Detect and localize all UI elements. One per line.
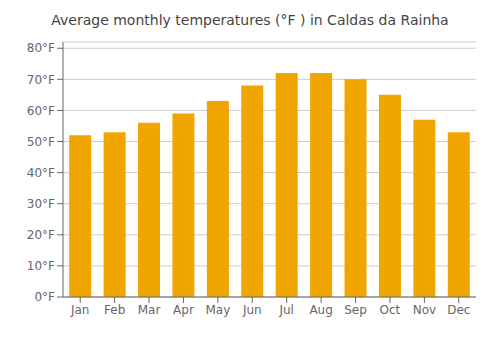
svg-text:Jul: Jul [278, 303, 293, 317]
svg-text:Jan: Jan [70, 303, 90, 317]
svg-text:Feb: Feb [104, 303, 125, 317]
html-text:Average monthly temperatures (: Average monthly temperatures (°F ) in Ca… [51, 12, 449, 28]
svg-text:Nov: Nov [413, 303, 436, 317]
svg-text:30°F: 30°F [27, 197, 55, 211]
svg-text:60°F: 60°F [27, 104, 55, 118]
svg-text:Oct: Oct [380, 303, 401, 317]
svg-text:50°F: 50°F [27, 135, 55, 149]
svg-text:Mar: Mar [138, 303, 161, 317]
svg-text:10°F: 10°F [27, 259, 55, 273]
svg-text:Aug: Aug [309, 303, 332, 317]
svg-text:80°F: 80°F [27, 41, 55, 55]
svg-text:70°F: 70°F [27, 73, 55, 87]
svg-text:May: May [205, 303, 230, 317]
svg-text:Jun: Jun [242, 303, 262, 317]
svg-text:20°F: 20°F [27, 228, 55, 242]
svg-text:40°F: 40°F [27, 166, 55, 180]
svg-text:Sep: Sep [344, 303, 367, 317]
svg-text:Apr: Apr [173, 303, 194, 317]
svg-text:0°F: 0°F [34, 290, 55, 304]
svg-text:Dec: Dec [447, 303, 470, 317]
